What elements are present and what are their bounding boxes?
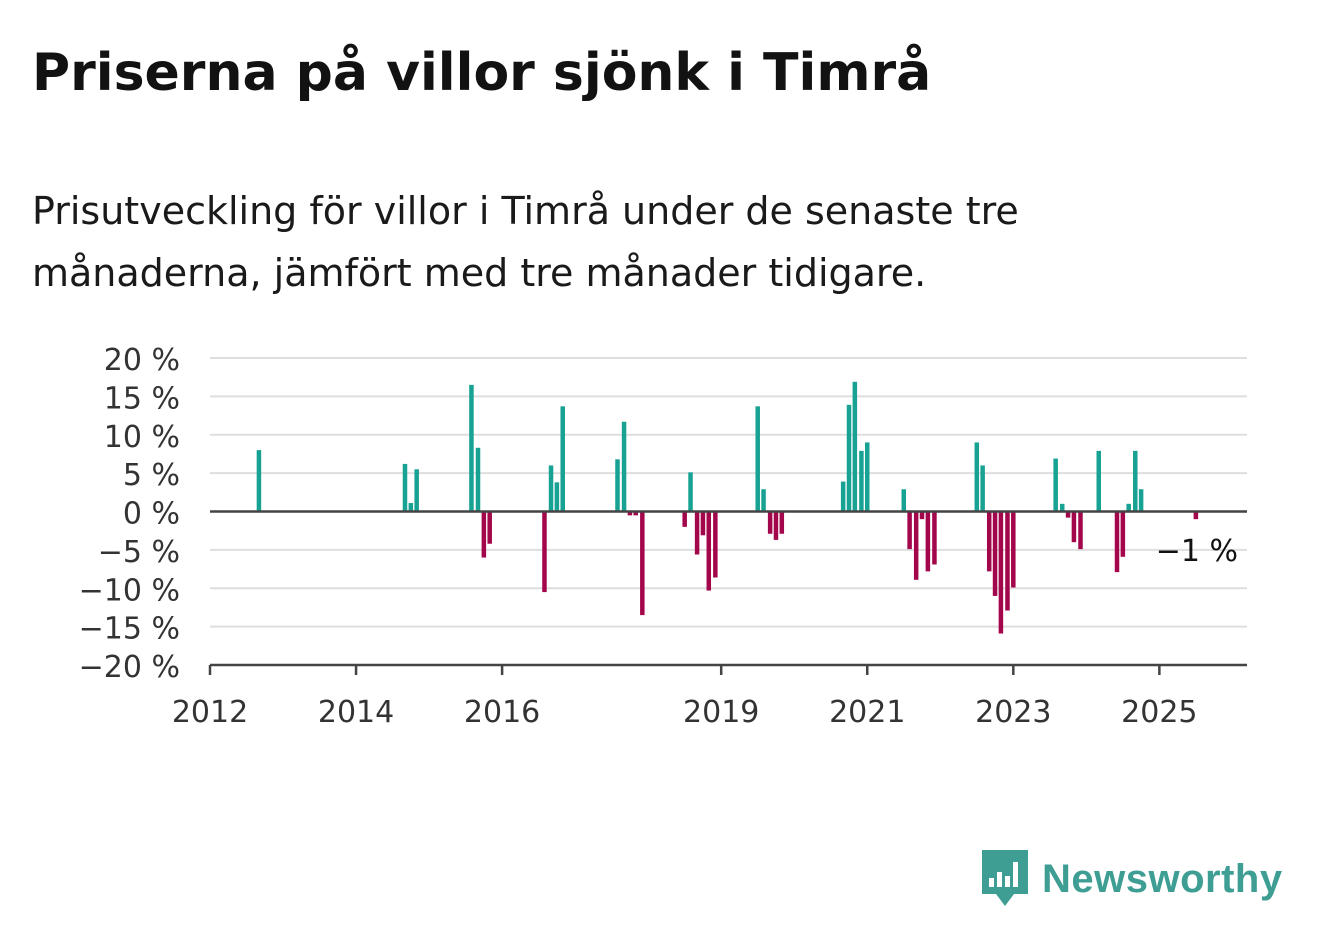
bar <box>1071 511 1077 543</box>
bar <box>700 511 706 536</box>
bar <box>846 404 852 512</box>
bars-layer <box>256 381 1199 634</box>
y-tick-label: 15 % <box>104 381 180 416</box>
bar <box>761 489 766 512</box>
y-tick-label: 20 % <box>104 343 180 378</box>
bar <box>1005 511 1010 611</box>
bar <box>919 511 925 520</box>
y-tick-label: 10 % <box>104 420 180 455</box>
bar <box>865 442 870 512</box>
bar <box>986 511 992 572</box>
x-tick-label: 2012 <box>172 695 248 730</box>
x-tick-label: 2025 <box>1121 695 1197 730</box>
bar <box>688 472 693 512</box>
bar <box>1096 450 1101 512</box>
bar <box>627 511 633 516</box>
bar <box>1011 511 1016 588</box>
value-annotation: −1 % <box>1156 534 1238 569</box>
x-tick-label: 2023 <box>975 695 1051 730</box>
bar <box>402 463 408 512</box>
axis-layer <box>208 510 1247 675</box>
bar <box>487 511 492 544</box>
bar <box>767 511 773 534</box>
bar <box>1126 503 1131 512</box>
bar <box>694 511 700 555</box>
y-tick-label: 5 % <box>123 458 180 493</box>
y-tick-label: 0 % <box>123 497 180 532</box>
bar <box>560 406 565 512</box>
x-tick-label: 2014 <box>318 695 394 730</box>
chart-subtitle: Prisutveckling för villor i Timrå under … <box>32 189 1019 295</box>
bar <box>1053 458 1058 512</box>
bar <box>548 465 554 512</box>
bar <box>640 511 645 616</box>
bar <box>469 384 474 512</box>
bar <box>1114 511 1120 573</box>
bar <box>840 481 846 512</box>
bar <box>859 450 864 512</box>
bar <box>913 511 919 580</box>
bar <box>1133 450 1138 512</box>
bar <box>773 511 779 540</box>
bar <box>542 511 547 593</box>
x-tick-label: 2019 <box>683 695 759 730</box>
bar <box>974 442 980 512</box>
bar <box>992 511 998 596</box>
bar <box>755 406 760 512</box>
chart-title: Priserna på villor sjönk i Timrå <box>32 43 932 103</box>
bar <box>998 511 1004 634</box>
bar <box>1078 511 1083 550</box>
grid-layer <box>210 357 1247 628</box>
bar <box>1138 489 1144 512</box>
bar <box>925 511 931 572</box>
y-tick-label: −20 % <box>79 650 180 685</box>
bar <box>1059 503 1065 512</box>
bar <box>932 511 937 565</box>
bar <box>1065 511 1071 518</box>
bar <box>1120 511 1126 557</box>
brand-name: Newsworthy <box>1042 856 1283 901</box>
bar <box>408 503 414 512</box>
bar <box>1193 511 1199 520</box>
labels-layer: 20 %15 % 10 %5 % 0 %−5 %−10 % −15 %−20 % 201… <box>79 343 1238 730</box>
bar <box>980 465 985 512</box>
bar <box>414 469 419 512</box>
y-tick-label: −15 % <box>79 612 180 647</box>
bar <box>682 511 687 527</box>
bar <box>713 511 718 578</box>
bar <box>779 511 785 534</box>
bar <box>706 511 712 591</box>
bar <box>633 511 638 516</box>
bar <box>481 511 487 558</box>
bar <box>256 450 262 512</box>
newsworthy-logo-icon <box>982 850 1028 906</box>
bar <box>621 421 627 512</box>
bar <box>554 482 560 512</box>
bar <box>475 447 481 512</box>
bar <box>615 459 620 512</box>
x-tick-label: 2016 <box>464 695 540 730</box>
bar <box>852 381 858 512</box>
brand-logo: Newsworthy <box>980 848 1283 910</box>
bar <box>907 511 912 550</box>
y-tick-label: −5 % <box>98 535 180 570</box>
x-tick-label: 2021 <box>829 695 905 730</box>
bar <box>901 489 907 512</box>
y-tick-label: −10 % <box>79 573 180 608</box>
